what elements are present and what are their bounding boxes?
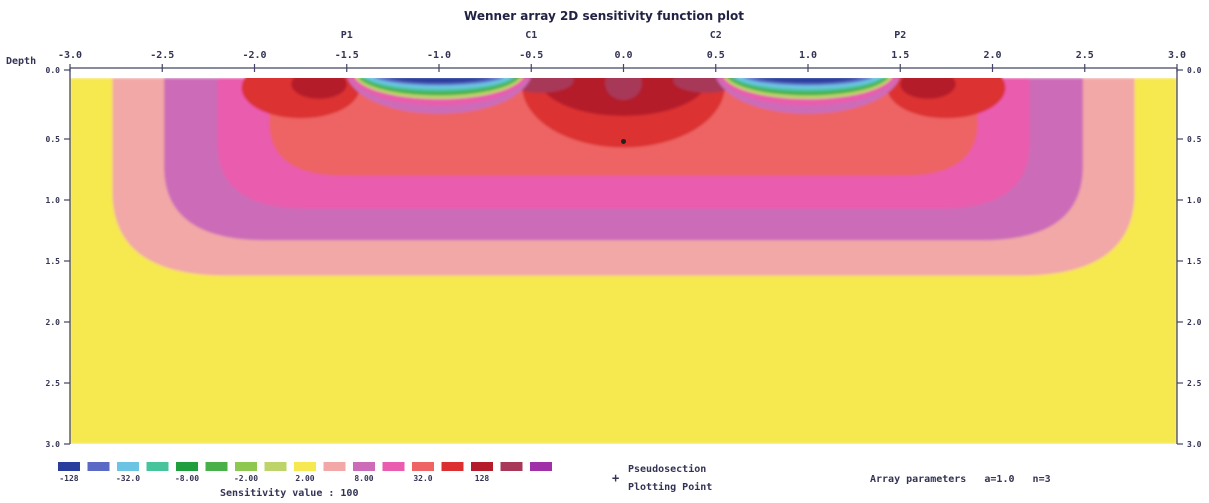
legend-swatch xyxy=(87,462,110,471)
legend-swatch xyxy=(412,462,434,471)
legend-swatch xyxy=(205,462,228,471)
legend-swatch xyxy=(176,462,198,471)
x-tick-label: -3.0 xyxy=(58,50,82,61)
electrode-C1: C1 xyxy=(525,30,537,41)
legend-swatch xyxy=(471,462,493,471)
legend-label: -32.0 xyxy=(116,474,140,483)
x-tick-label: 0.0 xyxy=(614,50,632,61)
legend-label: -2.00 xyxy=(234,474,258,483)
legend-swatch xyxy=(441,462,464,471)
legend-swatch xyxy=(530,462,552,471)
y-axis-label: Depth xyxy=(6,56,36,67)
legend-swatch xyxy=(264,462,287,471)
legend-label: 2.00 xyxy=(295,474,314,483)
y-tick-label-right: 1.0 xyxy=(1187,196,1202,205)
legend-swatch xyxy=(58,462,80,471)
legend-label: 8.00 xyxy=(354,474,373,483)
y-tick-label-right: 2.5 xyxy=(1187,379,1202,388)
x-tick-label: -2.5 xyxy=(150,50,174,61)
axes: -3.0 -2.5 -2.0 -1.5 -1.0 -0.5 0.0 0.5 1.0 1.5 2.0 2… xyxy=(46,50,1202,449)
legend-caption: Sensitivity value : 100 xyxy=(220,487,358,499)
electrode-P2: P2 xyxy=(894,30,906,41)
legend-swatch xyxy=(353,462,375,471)
contour-32-left xyxy=(291,78,347,99)
legend-swatch xyxy=(117,462,139,471)
legend-swatch xyxy=(323,462,346,471)
y-tick-label-right: 0.0 xyxy=(1187,66,1202,75)
array-parameters: Array parameters a=1.0 n=3 xyxy=(870,474,1051,485)
y-tick-label-right: 2.0 xyxy=(1187,318,1202,327)
legend-label: -128 xyxy=(59,474,78,483)
x-tick-label: 3.0 xyxy=(1168,50,1186,61)
legend-swatch xyxy=(146,462,169,471)
y-tick-label-left: 1.0 xyxy=(46,196,61,205)
bowl-right-n128 xyxy=(755,78,861,83)
bowl-left-n128 xyxy=(386,78,492,83)
x-tick-label: -0.5 xyxy=(519,50,543,61)
x-tick-label: -1.0 xyxy=(427,50,451,61)
legend-label: -8.00 xyxy=(175,474,199,483)
y-tick-label-right: 1.5 xyxy=(1187,257,1202,266)
x-tick-label: 1.0 xyxy=(799,50,817,61)
electrode-labels: P1 C1 C2 P2 xyxy=(341,30,907,41)
plotting-point-label: Plotting Point xyxy=(628,481,712,493)
contour-32-right xyxy=(900,78,956,99)
legend-label: 128 xyxy=(475,474,490,483)
x-tick-label: 2.5 xyxy=(1076,50,1094,61)
x-tick-label: -1.5 xyxy=(335,50,359,61)
x-tick-label: 1.5 xyxy=(891,50,909,61)
x-tick-label: -2.0 xyxy=(242,50,266,61)
electrode-C2: C2 xyxy=(710,30,722,41)
legend-swatch xyxy=(235,462,257,471)
y-tick-label-left: 3.0 xyxy=(46,440,61,449)
legend-label: 32.0 xyxy=(413,474,432,483)
y-tick-label-left: 1.5 xyxy=(46,257,61,266)
legend-swatch xyxy=(294,462,316,471)
plus-symbol: + xyxy=(612,471,619,485)
y-tick-label-right: 3.0 xyxy=(1187,440,1202,449)
x-tick-label: 0.5 xyxy=(707,50,725,61)
pseudosection-label: Pseudosection xyxy=(628,463,706,475)
electrode-P1: P1 xyxy=(341,30,353,41)
y-tick-label-left: 2.0 xyxy=(46,318,61,327)
y-tick-label-left: 2.5 xyxy=(46,379,61,388)
sensitivity-field xyxy=(70,78,1177,444)
plotting-point xyxy=(621,138,626,144)
y-tick-label-right: 0.5 xyxy=(1187,135,1202,144)
chart-title: Wenner array 2D sensitivity function plo… xyxy=(464,9,744,23)
y-tick-label-left: 0.5 xyxy=(46,135,61,144)
contour-128-center xyxy=(605,78,642,100)
x-tick-label: 2.0 xyxy=(983,50,1001,61)
legend-swatch xyxy=(382,462,405,471)
legend: -128 -32.0 -8.00 -2.00 2.00 8.00 32.0 128 xyxy=(58,462,552,483)
y-tick-label-left: 0.0 xyxy=(46,66,61,75)
legend-swatch xyxy=(500,462,523,471)
